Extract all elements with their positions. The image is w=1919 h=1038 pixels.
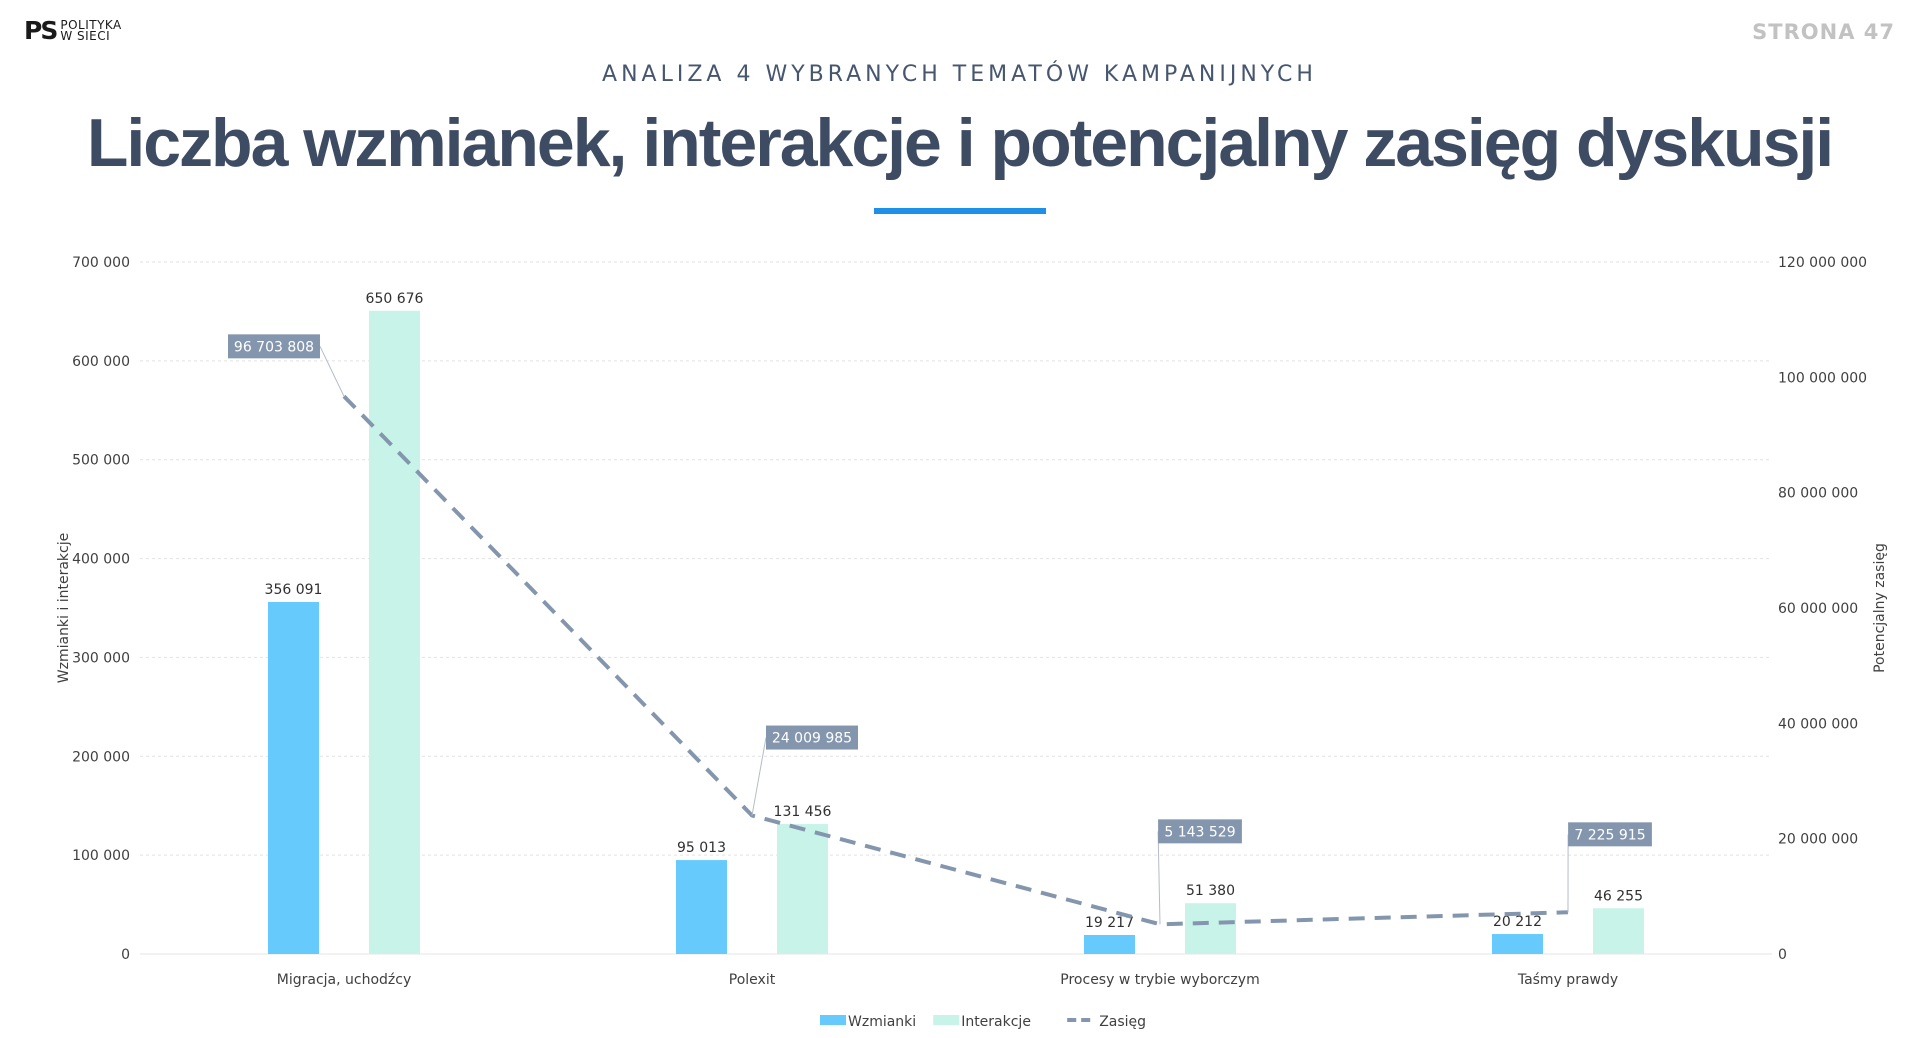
bar-value-label: 650 676 xyxy=(366,291,424,307)
page-indicator: STRONA 47 xyxy=(1752,20,1895,44)
bar-interakcje xyxy=(1185,903,1236,954)
bar-interakcje xyxy=(369,310,420,955)
line-label-box xyxy=(766,725,858,750)
y2-tick-label: 40 000 000 xyxy=(1778,716,1858,732)
page-title: Liczba wzmianek, interakcje i potencjaln… xyxy=(86,105,1834,181)
title-underline xyxy=(874,208,1046,214)
y2-tick-label: 100 000 000 xyxy=(1778,370,1867,386)
y-tick-label: 600 000 xyxy=(72,354,130,370)
logo-mark: PS xyxy=(24,16,58,45)
y2-tick-label: 0 xyxy=(1778,947,1787,963)
line-label-leader xyxy=(751,737,767,816)
legend-label: Zasięg xyxy=(1099,1014,1146,1030)
y2-tick-label: 80 000 000 xyxy=(1778,486,1858,502)
page-number: 47 xyxy=(1863,20,1895,44)
legend-swatch-interakcje xyxy=(933,1015,960,1025)
legend-label: Wzmianki xyxy=(848,1014,916,1030)
legend-label: Interakcje xyxy=(961,1014,1031,1030)
logo-line-2: W SIECI xyxy=(60,28,111,43)
bar-value-label: 19 217 xyxy=(1085,915,1134,931)
line-value-label: 5 143 529 xyxy=(1164,824,1235,840)
y-tick-label: 400 000 xyxy=(72,552,130,568)
y-tick-label: 500 000 xyxy=(72,453,130,469)
y2-axis-title: Potencjalny zasięg xyxy=(1872,543,1888,673)
section-kicker: ANALIZA 4 WYBRANYCH TEMATÓW KAMPANIJNYCH xyxy=(602,62,1317,87)
line-value-label: 96 703 808 xyxy=(234,339,314,355)
y-axis-title: Wzmianki i interakcje xyxy=(56,533,72,683)
bar-value-label: 51 380 xyxy=(1186,883,1235,899)
bar-value-label: 46 255 xyxy=(1594,888,1643,904)
bar-wzmianki xyxy=(268,601,319,954)
y-tick-label: 200 000 xyxy=(72,749,130,765)
legend-swatch-wzmianki xyxy=(820,1015,846,1025)
bar-value-label: 131 456 xyxy=(774,804,832,820)
y2-tick-label: 120 000 000 xyxy=(1778,255,1867,271)
y2-tick-label: 60 000 000 xyxy=(1778,601,1858,617)
line-label-leader xyxy=(1157,831,1161,925)
bar-value-label: 20 212 xyxy=(1493,914,1542,930)
y2-tick-label: 20 000 000 xyxy=(1778,832,1858,848)
line-label-box xyxy=(1158,819,1242,844)
y-tick-label: 300 000 xyxy=(72,650,130,666)
line-value-label: 7 225 915 xyxy=(1574,827,1645,843)
bar-interakcje xyxy=(777,824,828,954)
x-tick-label: Procesy w trybie wyborczym xyxy=(1060,972,1259,988)
bar-wzmianki xyxy=(1084,935,1135,954)
line-zasieg xyxy=(342,394,1569,927)
bar-value-label: 356 091 xyxy=(265,582,323,598)
bar-wzmianki xyxy=(676,860,727,954)
bar-interakcje xyxy=(1593,908,1644,954)
bar-value-label: 95 013 xyxy=(677,840,726,856)
logo-text: POLITYKA W SIECI xyxy=(60,17,122,43)
bar-wzmianki xyxy=(1492,934,1543,954)
y-tick-label: 700 000 xyxy=(72,255,130,271)
x-tick-label: Migracja, uchodźcy xyxy=(277,972,411,988)
logo-line-1: POLITYKA xyxy=(60,17,122,32)
line-label-leader xyxy=(319,346,345,397)
line-value-label: 24 009 985 xyxy=(772,731,852,747)
line-label-box xyxy=(1568,822,1652,847)
line-label-box xyxy=(228,334,320,359)
page-label: STRONA xyxy=(1752,20,1856,44)
x-tick-label: Polexit xyxy=(729,972,776,988)
y-tick-label: 0 xyxy=(121,947,130,963)
x-tick-label: Taśmy prawdy xyxy=(1517,972,1618,988)
y-tick-label: 100 000 xyxy=(72,848,130,864)
logo: PS POLITYKA W SIECI xyxy=(24,18,122,43)
